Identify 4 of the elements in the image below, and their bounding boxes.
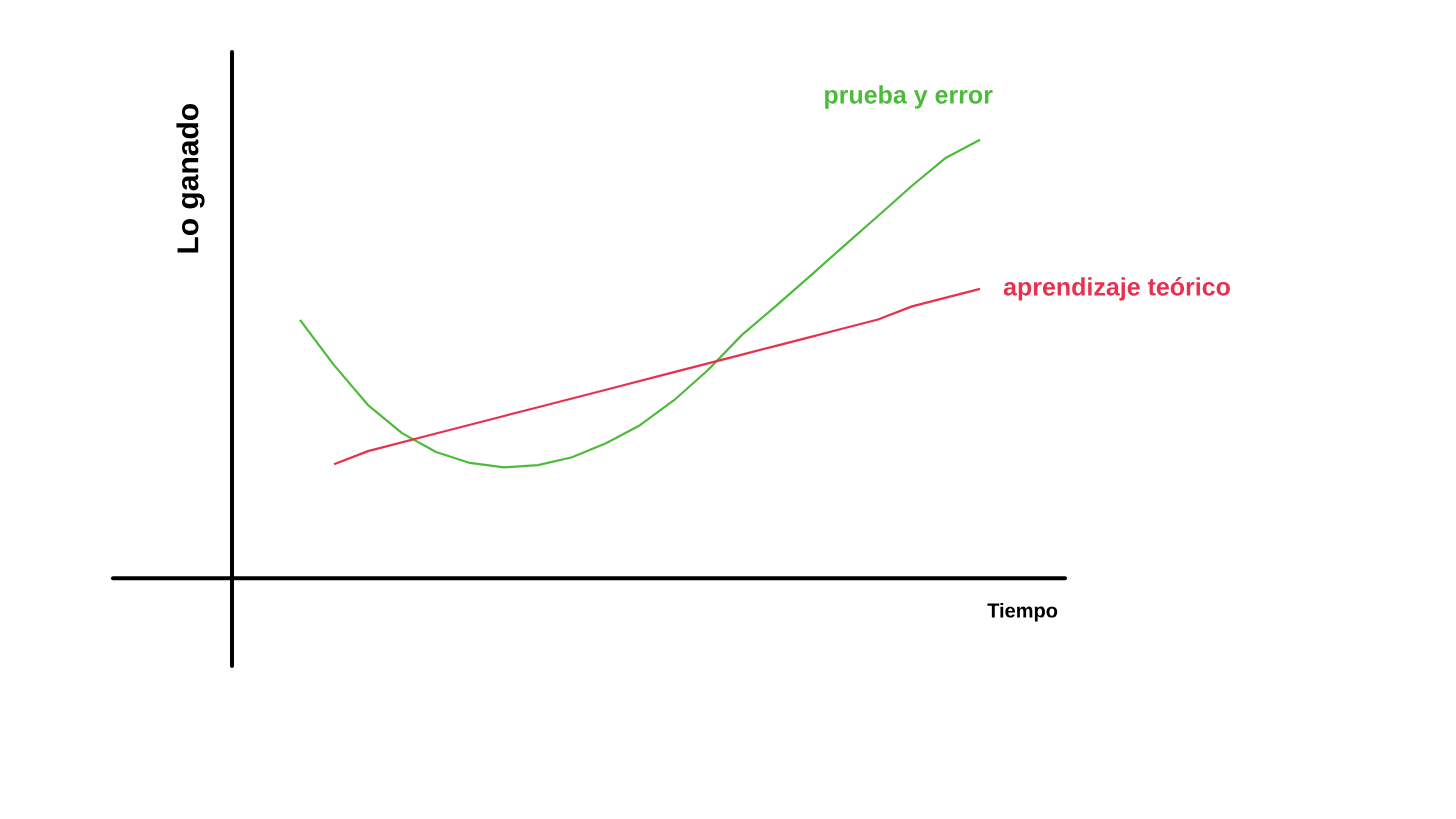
- y-axis-title: Lo ganado: [176, 104, 205, 253]
- x-axis-title: Tiempo: [987, 602, 1058, 622]
- series-label: prueba y error: [825, 85, 993, 109]
- series-label: aprendizaje teórico: [1003, 277, 1230, 301]
